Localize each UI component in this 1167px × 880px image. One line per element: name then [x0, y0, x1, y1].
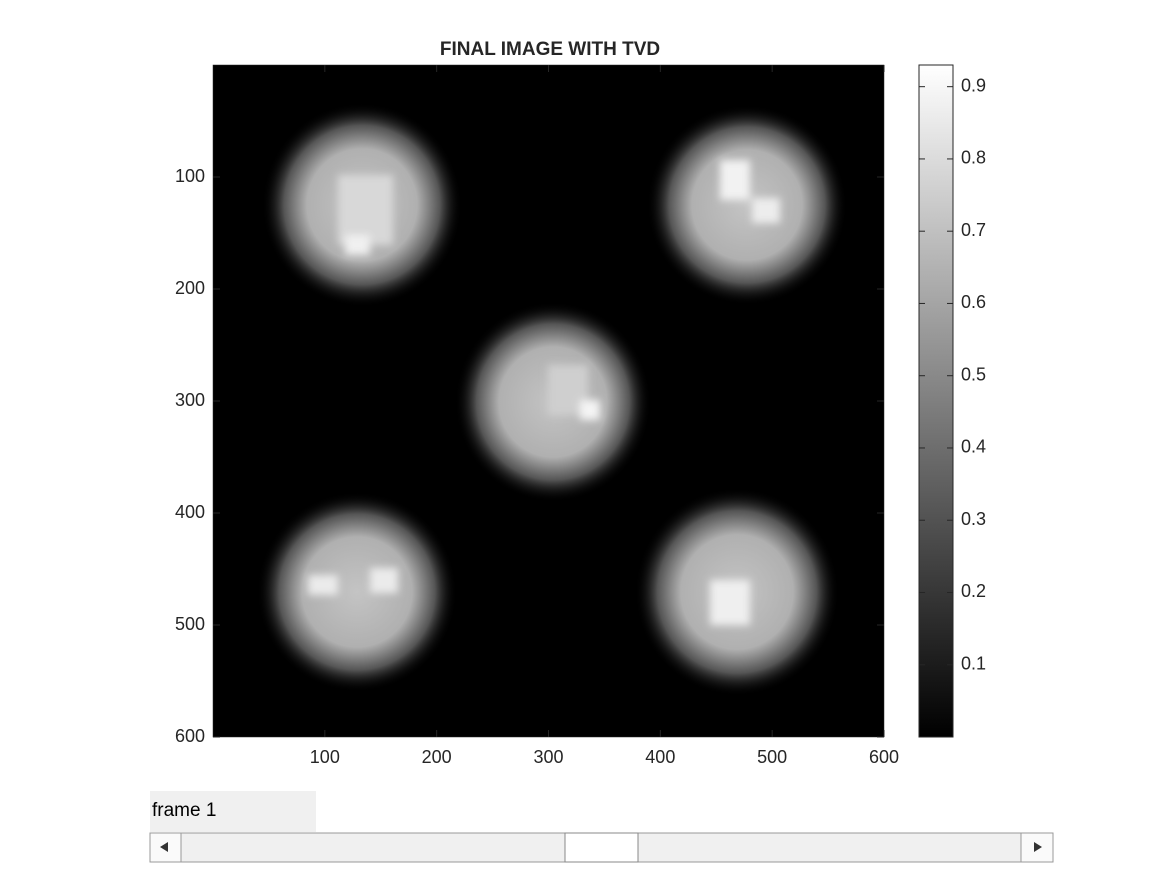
label-box: [150, 791, 316, 832]
y-tick-label: 200: [175, 278, 205, 298]
x-tick-label: 600: [869, 747, 899, 767]
colorbar-tick-label: 0.6: [961, 292, 986, 312]
colorbar-tick-label: 0.3: [961, 509, 986, 529]
colorbar-tick-label: 0.5: [961, 364, 986, 384]
y-tick-label: 100: [175, 166, 205, 186]
colorbar-tick-label: 0.2: [961, 581, 986, 601]
x-tick-label: 500: [757, 747, 787, 767]
colorbar-tick-label: 0.4: [961, 437, 986, 457]
frame-label: frame 1: [152, 800, 216, 821]
y-tick-label: 400: [175, 502, 205, 522]
x-tick-label: 100: [310, 747, 340, 767]
image: [212, 64, 885, 738]
slider-panel: frame 1: [149, 791, 1054, 863]
colorbar: [918, 64, 954, 738]
colorbar-tick-label: 0.8: [961, 148, 986, 168]
y-tick-label: 500: [175, 614, 205, 634]
colorbar-tick-label: 0.7: [961, 220, 986, 240]
x-tick-label: 200: [422, 747, 452, 767]
y-tick-label: 300: [175, 390, 205, 410]
slider-thumb[interactable]: [564, 832, 639, 863]
x-tick-label: 300: [533, 747, 563, 767]
x-tick-label: 400: [645, 747, 675, 767]
y-tick-label: 600: [175, 726, 205, 746]
colorbar-tick-label: 0.9: [961, 75, 986, 95]
chart-title: FINAL IMAGE WITH TVD: [440, 39, 660, 60]
colorbar-tick-label: 0.1: [961, 653, 986, 673]
